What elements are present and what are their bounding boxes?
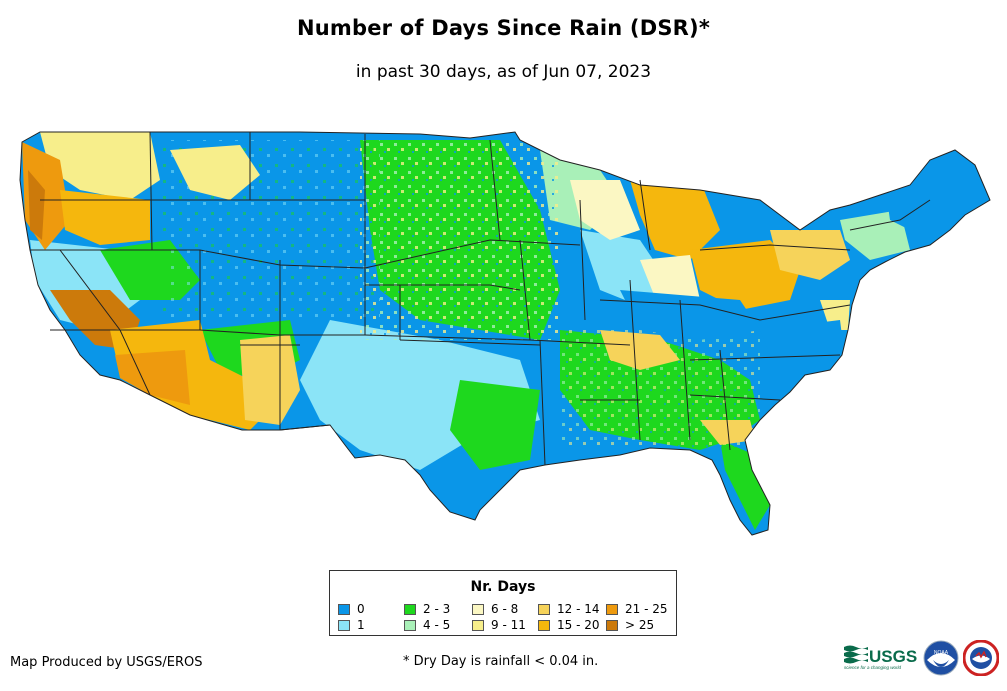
legend-swatch [606,603,618,615]
svg-text:USGS: USGS [869,647,917,666]
legend-item-9: > 25 [606,618,654,632]
legend-item-0: 0 [338,602,365,616]
map-title: Number of Days Since Rain (DSR)* [296,16,711,40]
legend-swatch [606,619,618,631]
legend-swatch [404,619,416,631]
noaa-logo: NOAA [923,640,959,676]
legend-swatch [472,603,484,615]
legend-item-4: 6 - 8 [472,602,518,616]
legend: Nr. Days 0 1 2 - 3 4 - 5 6 - 8 9 - 11 12… [329,570,677,636]
legend-item-5: 9 - 11 [472,618,526,632]
credit-text: Map Produced by USGS/EROS [10,655,203,670]
legend-title: Nr. Days [470,579,536,595]
legend-swatch [472,619,484,631]
svg-text:science for a changing world: science for a changing world [844,665,902,670]
footnote-text: * Dry Day is rainfall < 0.04 in. [403,654,599,669]
usgs-logo: USGS science for a changing world [844,645,917,670]
legend-swatch [538,619,550,631]
svg-text:NOAA: NOAA [934,650,949,656]
legend-label: 2 - 3 [423,602,451,616]
legend-label: > 25 [625,618,655,632]
legend-item-2: 2 - 3 [404,602,450,616]
nws-logo [963,640,999,676]
legend-label: 6 - 8 [491,602,519,616]
legend-label: 4 - 5 [423,618,451,632]
legend-swatch [538,603,550,615]
legend-label: 21 - 25 [625,602,668,616]
us-dsr-map [19,131,991,536]
legend-swatch [338,619,350,631]
legend-label: 15 - 20 [557,618,600,632]
legend-swatch [404,603,416,615]
legend-label: 0 [357,602,365,616]
legend-label: 1 [357,618,365,632]
legend-item-1: 1 [338,618,365,632]
legend-item-3: 4 - 5 [404,618,450,632]
map-subtitle: in past 30 days, as of Jun 07, 2023 [355,62,652,82]
legend-item-6: 12 - 14 [538,602,600,616]
legend-item-7: 15 - 20 [538,618,600,632]
legend-item-8: 21 - 25 [606,602,668,616]
legend-label: 12 - 14 [557,602,600,616]
legend-label: 9 - 11 [491,618,526,632]
legend-swatch [338,603,350,615]
